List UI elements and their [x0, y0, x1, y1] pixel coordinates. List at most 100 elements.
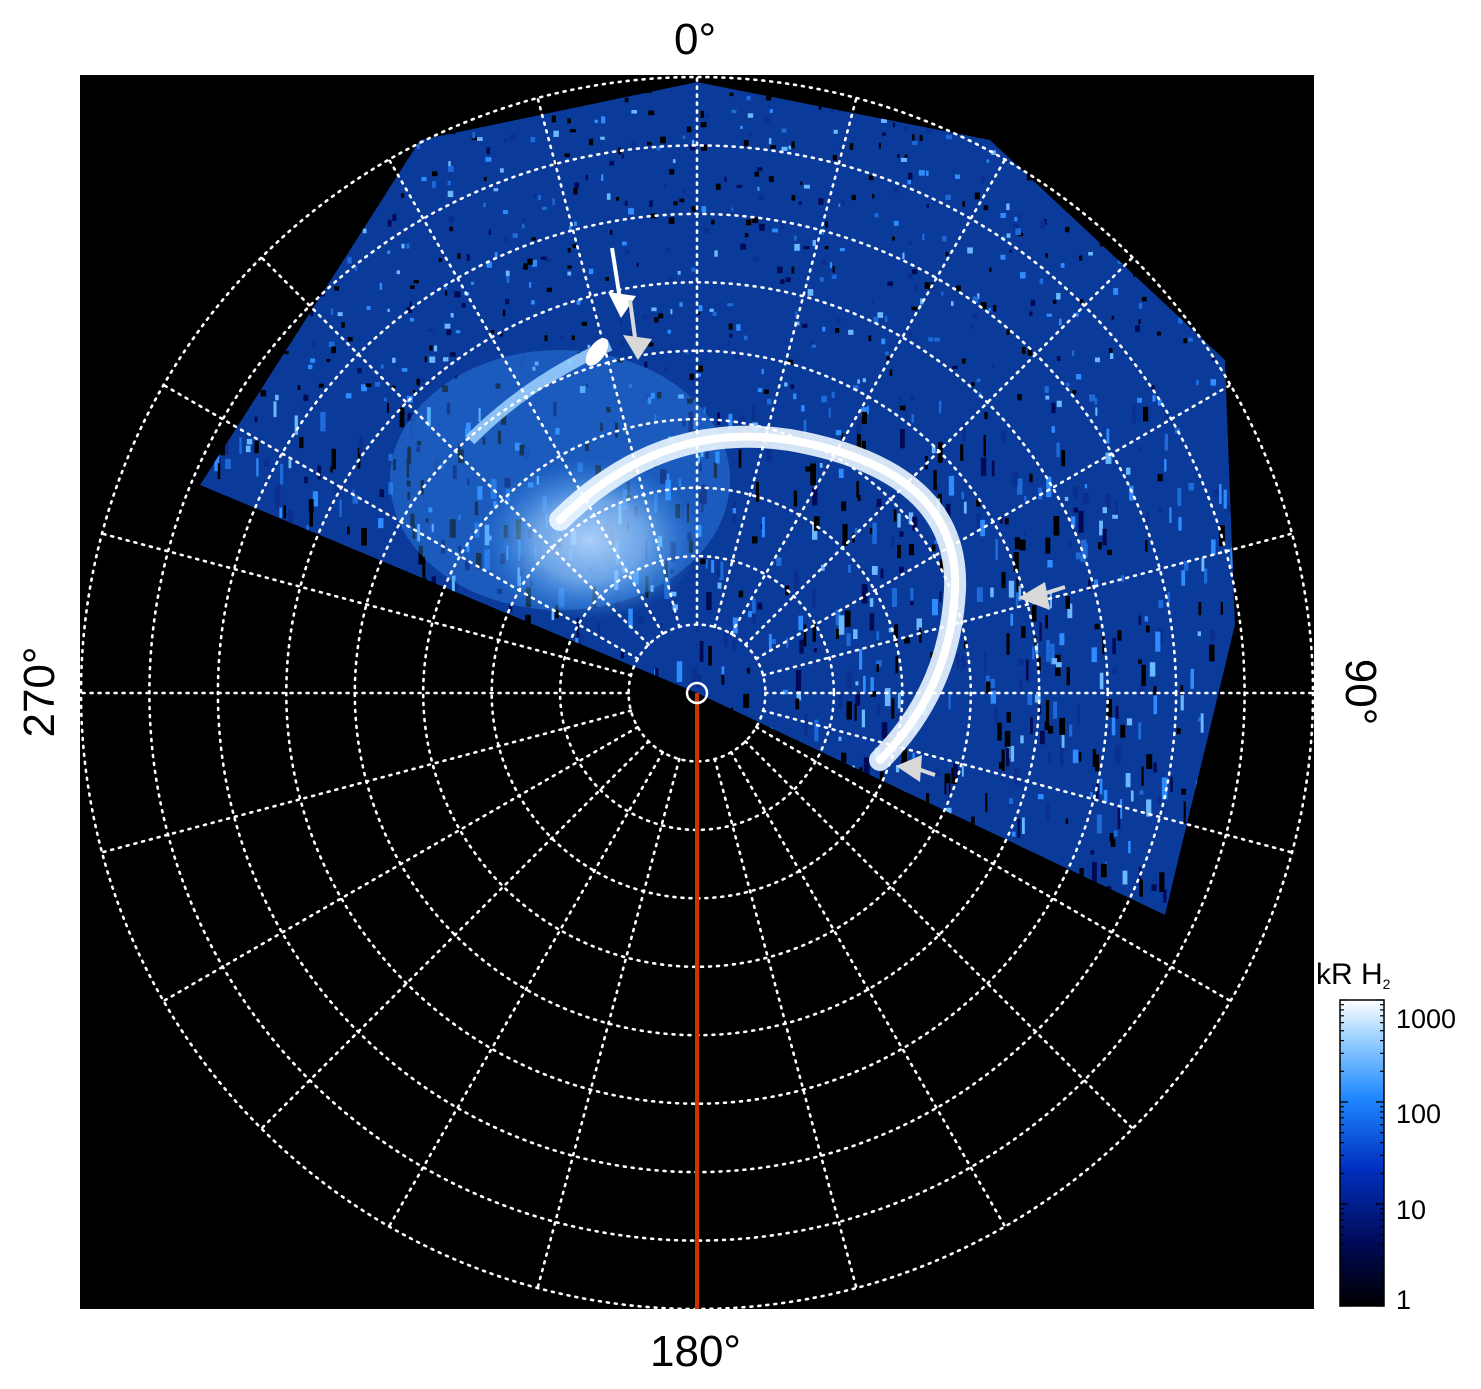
noise-speckle	[503, 237, 509, 242]
noise-speckle	[1014, 767, 1020, 786]
noise-speckle	[308, 364, 313, 370]
noise-speckle	[951, 301, 954, 306]
meridian-line	[387, 750, 665, 1228]
noise-speckle	[700, 122, 707, 128]
noise-speckle	[881, 338, 886, 345]
noise-speckle	[1209, 644, 1215, 662]
noise-speckle	[757, 388, 763, 393]
noise-speckle	[1079, 255, 1083, 261]
noise-speckle	[1119, 799, 1123, 819]
noise-speckle	[854, 703, 857, 721]
noise-speckle	[841, 752, 847, 764]
noise-speckle	[820, 564, 825, 571]
noise-speckle	[938, 400, 942, 414]
noise-speckle	[644, 361, 648, 368]
noise-speckle	[284, 351, 289, 355]
noise-speckle	[1120, 724, 1126, 738]
noise-speckle	[754, 171, 759, 177]
noise-speckle	[956, 285, 961, 292]
noise-speckle	[1083, 493, 1089, 504]
colorbar-title-main: kR H	[1316, 958, 1383, 991]
noise-speckle	[1115, 745, 1121, 765]
noise-speckle	[1046, 640, 1050, 662]
noise-speckle	[1046, 802, 1050, 821]
noise-speckle	[948, 778, 951, 798]
meridian-line	[744, 740, 1134, 1130]
noise-speckle	[1157, 399, 1162, 406]
noise-speckle	[1013, 552, 1019, 572]
noise-speckle	[533, 194, 537, 199]
noise-speckle	[1135, 325, 1141, 332]
noise-speckle	[945, 503, 951, 522]
noise-speckle	[551, 611, 555, 621]
noise-speckle	[974, 192, 980, 200]
noise-speckle	[1060, 263, 1065, 268]
noise-speckle	[465, 561, 470, 571]
noise-speckle	[804, 713, 808, 735]
noise-speckle	[691, 267, 696, 272]
noise-speckle	[767, 398, 772, 405]
noise-speckle	[432, 171, 438, 177]
noise-speckle	[588, 138, 594, 146]
noise-speckle	[465, 428, 470, 441]
colorbar-tick-100: 100	[1396, 1099, 1442, 1129]
noise-speckle	[956, 653, 960, 668]
noise-speckle	[1110, 353, 1114, 359]
noise-speckle	[597, 622, 601, 634]
noise-speckle	[431, 576, 436, 584]
noise-speckle	[893, 186, 899, 193]
noise-speckle	[225, 458, 231, 469]
noise-speckle	[861, 584, 868, 604]
noise-speckle	[1117, 630, 1122, 641]
noise-speckle	[676, 661, 683, 682]
noise-speckle	[766, 440, 772, 462]
noise-speckle	[1051, 402, 1056, 414]
noise-speckle	[444, 290, 448, 296]
noise-speckle	[910, 395, 914, 402]
noise-speckle	[1178, 317, 1183, 324]
noise-speckle	[869, 598, 874, 607]
noise-speckle	[872, 194, 875, 199]
noise-speckle	[971, 325, 974, 329]
noise-speckle	[664, 366, 668, 371]
noise-speckle	[682, 188, 686, 195]
noise-speckle	[438, 258, 442, 262]
noise-speckle	[275, 503, 279, 510]
noise-speckle	[1004, 730, 1011, 747]
noise-speckle	[1105, 493, 1111, 509]
noise-speckle	[728, 413, 733, 430]
noise-speckle	[918, 170, 925, 176]
noise-speckle	[907, 273, 913, 280]
noise-speckle	[946, 134, 952, 140]
noise-speckle	[838, 108, 843, 112]
noise-speckle	[1138, 659, 1142, 664]
noise-speckle	[624, 200, 628, 206]
noise-speckle	[429, 345, 433, 351]
noise-speckle	[399, 407, 405, 428]
noise-speckle	[660, 136, 666, 144]
noise-speckle	[1204, 568, 1208, 584]
noise-speckle	[1006, 203, 1010, 211]
noise-speckle	[544, 335, 548, 342]
noise-speckle	[1072, 486, 1078, 499]
noise-speckle	[877, 312, 884, 318]
noise-speckle	[931, 544, 936, 552]
noise-speckle	[609, 160, 615, 166]
noise-speckle	[624, 97, 629, 103]
noise-speckle	[803, 246, 810, 250]
noise-speckle	[501, 414, 507, 425]
noise-speckle	[885, 315, 888, 322]
noise-speckle	[785, 277, 791, 282]
noise-speckle	[976, 499, 981, 507]
noise-speckle	[1014, 537, 1020, 550]
noise-speckle	[851, 194, 856, 201]
noise-speckle	[519, 444, 526, 456]
noise-speckle	[438, 285, 443, 289]
noise-speckle	[429, 356, 436, 363]
noise-speckle	[471, 463, 476, 470]
noise-speckle	[869, 527, 875, 534]
noise-speckle	[478, 408, 481, 422]
noise-speckle	[708, 646, 712, 666]
noise-speckle	[1130, 790, 1134, 802]
noise-speckle	[1096, 781, 1099, 800]
